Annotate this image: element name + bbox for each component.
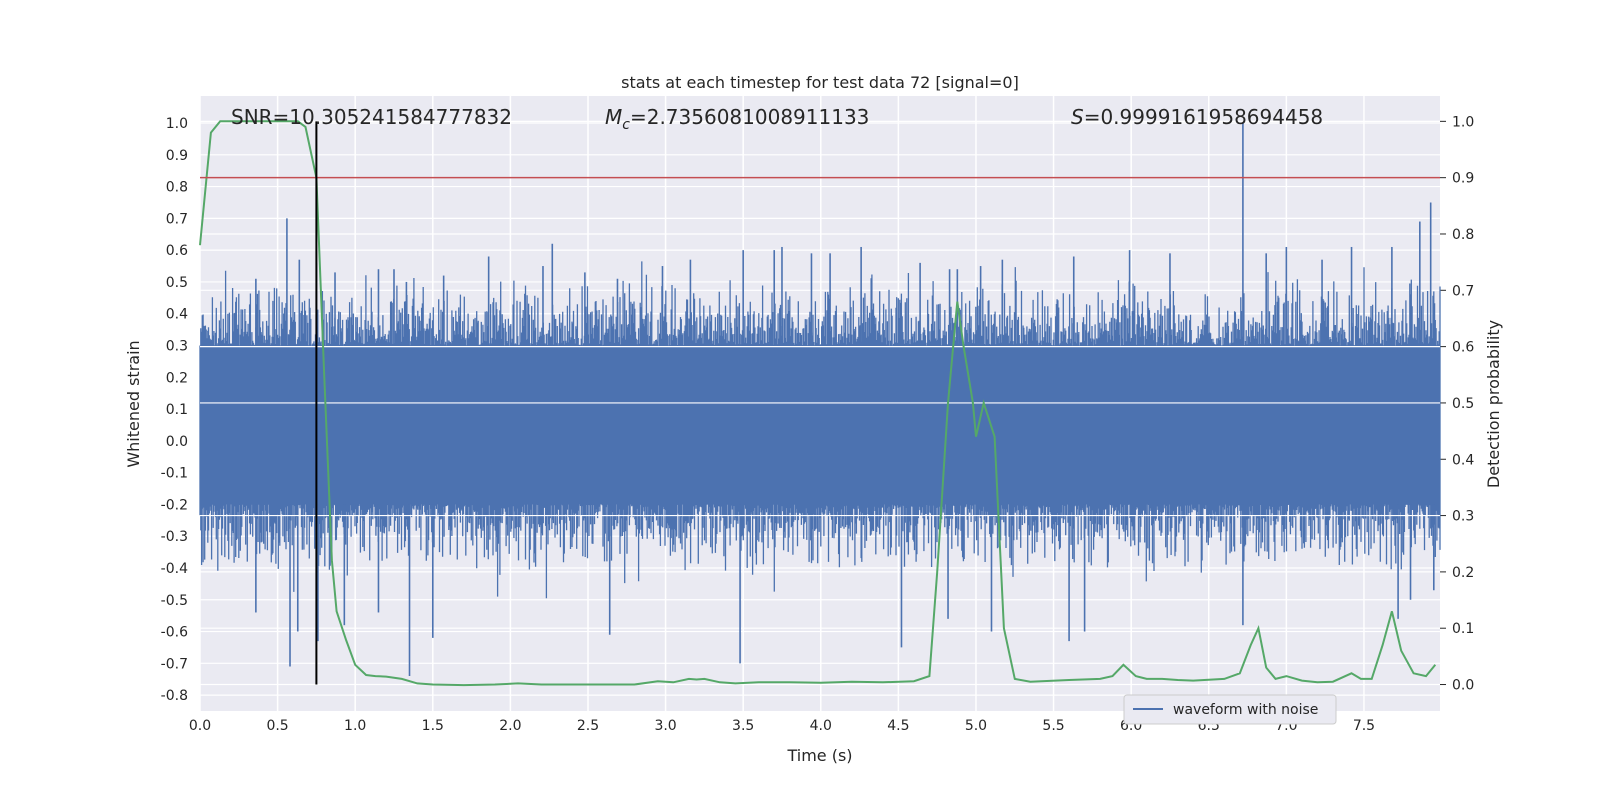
y2-tick-labels: 0.0 0.1 0.2 0.3 0.4 0.5 0.6 0.7 0.8 0.9 1.0: [1452, 114, 1474, 693]
x-tick-label: 1.5: [422, 718, 444, 734]
y2-tick-label: 0.8: [1452, 227, 1474, 243]
x-tick-label: 4.0: [810, 718, 832, 734]
chirp-mass-value: =2.7356081008911133: [630, 105, 869, 129]
y2-tick-label: 0.9: [1452, 171, 1474, 187]
y-tick-label: 1.0: [166, 116, 188, 132]
y-tick-label: 0.9: [166, 148, 188, 164]
snr-annotation: SNR=10.305241584777832: [231, 105, 512, 129]
x-tick-label: 7.5: [1353, 718, 1375, 734]
s-annotation: S=0.9999161958694458: [1071, 105, 1323, 129]
y-tick-label: 0.5: [166, 275, 188, 291]
legend: waveform with noise: [1123, 694, 1337, 725]
y2-tick-label: 0.4: [1452, 452, 1474, 468]
y-tick-label: -0.7: [161, 656, 188, 672]
y-tick-label: 0.8: [166, 180, 188, 196]
y2-tick-label: 0.6: [1452, 340, 1474, 356]
y-tick-labels: -0.8 -0.7 -0.6 -0.5 -0.4 -0.3 -0.2 -0.1 0.0 0.1 0.…: [161, 116, 188, 704]
y-tick-label: -0.3: [161, 529, 188, 545]
y-tick-label: 0.4: [166, 307, 188, 323]
x-axis-label: Time (s): [786, 746, 852, 765]
y2-tick-label: 1.0: [1452, 114, 1474, 130]
y2-tick-label: 0.0: [1452, 678, 1474, 694]
y2-tick-label: 0.1: [1452, 621, 1474, 637]
legend-entry-waveform: waveform with noise: [1173, 702, 1318, 718]
waveform-series: [199, 123, 1441, 677]
x-tick-label: 3.5: [732, 718, 754, 734]
x-tick-label: 5.5: [1042, 718, 1064, 734]
y2-tick-label: 0.5: [1452, 396, 1474, 412]
y2-axis-label: Detection probability: [1484, 320, 1503, 488]
x-tick-label: 0.0: [189, 718, 211, 734]
chart-title: stats at each timestep for test data 72 …: [621, 73, 1019, 92]
probability-series: [199, 120, 1437, 687]
y-tick-label: -0.2: [161, 497, 188, 513]
y-tick-label: 0.7: [166, 211, 188, 227]
probability-line: [199, 120, 1437, 687]
y2-tick-label: 0.7: [1452, 283, 1474, 299]
x-tick-label: 4.5: [887, 718, 909, 734]
y2-tick-label: 0.3: [1452, 509, 1474, 525]
x-tick-label: 2.0: [499, 718, 521, 734]
y-tick-label: -0.5: [161, 593, 188, 609]
x-tick-label: 5.0: [965, 718, 987, 734]
x-tick-label: 1.0: [344, 718, 366, 734]
y2-tick-label: 0.2: [1452, 565, 1474, 581]
y-tick-label: 0.1: [166, 402, 188, 418]
s-value: =0.9999161958694458: [1084, 105, 1323, 129]
y-tick-label: -0.8: [161, 688, 188, 704]
x-tick-labels: 0.0 0.5 1.0 1.5 2.0 2.5 3.0 3.5 4.0 4.5 5.0 5.5 6.0 6…: [189, 718, 1375, 734]
y-tick-label: 0.6: [166, 243, 188, 259]
y-tick-label: 0.3: [166, 338, 188, 354]
chirp-mass-annotation: Mc=2.7356081008911133: [605, 105, 869, 133]
x-tick-label: 0.5: [266, 718, 288, 734]
y-tick-label: -0.4: [161, 561, 188, 577]
waveform-core-band: [200, 345, 1440, 505]
y-axis-label: Whitened strain: [124, 340, 143, 467]
x-tick-label: 3.0: [654, 718, 676, 734]
y-tick-label: -0.1: [161, 466, 188, 482]
x-tick-label: 2.5: [577, 718, 599, 734]
y-tick-label: 0.0: [166, 434, 188, 450]
legend-box: [1123, 694, 1337, 725]
y-tick-label: 0.2: [166, 370, 188, 386]
y-tick-label: -0.6: [161, 625, 188, 641]
